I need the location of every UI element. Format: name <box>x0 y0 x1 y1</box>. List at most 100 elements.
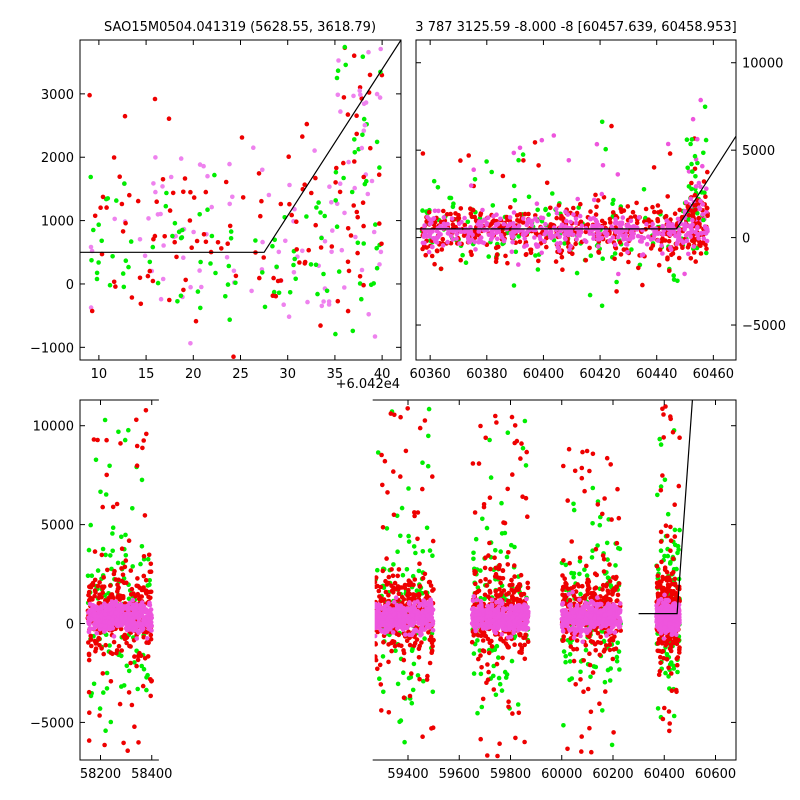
data-point <box>326 302 332 307</box>
data-point <box>621 236 626 242</box>
data-point <box>276 249 282 255</box>
data-point <box>624 242 630 247</box>
data-point <box>116 577 121 583</box>
data-point <box>585 686 591 692</box>
data-point <box>395 573 401 579</box>
data-point <box>571 647 576 652</box>
data-point <box>470 207 476 213</box>
data-point <box>426 209 432 215</box>
data-point <box>703 242 708 248</box>
data-point <box>377 221 382 226</box>
data-point <box>478 736 484 742</box>
data-point <box>136 630 141 636</box>
data-point <box>401 695 407 700</box>
data-point <box>189 245 194 250</box>
data-point <box>673 591 678 597</box>
data-point <box>345 308 351 314</box>
data-point <box>505 635 511 640</box>
data-point <box>145 583 151 588</box>
data-point <box>126 427 131 433</box>
data-point <box>517 633 523 638</box>
data-point <box>614 584 619 589</box>
data-point <box>487 640 493 646</box>
data-point <box>561 637 566 643</box>
data-point <box>473 581 478 587</box>
data-point <box>557 248 562 253</box>
data-point <box>677 645 682 650</box>
data-point <box>505 486 511 492</box>
axes-frame <box>415 39 737 361</box>
data-point <box>106 615 112 620</box>
data-point <box>480 207 485 213</box>
data-point <box>615 234 621 240</box>
data-point <box>614 289 619 294</box>
data-point <box>406 539 412 544</box>
data-point <box>435 185 441 190</box>
data-point <box>611 647 617 652</box>
data-point <box>597 701 602 706</box>
data-point <box>478 578 483 584</box>
y-tick-label: 0 <box>66 278 74 293</box>
data-point <box>374 91 380 97</box>
data-point <box>108 594 113 600</box>
data-point <box>457 241 462 246</box>
data-point <box>521 591 527 597</box>
data-point <box>657 668 663 674</box>
data-point <box>134 463 140 469</box>
data-point <box>420 240 426 246</box>
data-point <box>359 145 365 151</box>
data-point <box>128 660 133 666</box>
data-point <box>91 227 96 233</box>
data-point <box>696 215 702 221</box>
data-point <box>336 58 341 63</box>
data-point <box>501 606 506 611</box>
data-point <box>354 113 359 118</box>
data-point <box>99 251 105 257</box>
data-point <box>420 151 426 156</box>
data-point <box>660 473 665 478</box>
data-point <box>703 194 708 199</box>
data-point <box>346 159 351 165</box>
data-point <box>639 234 644 240</box>
data-point <box>181 255 186 260</box>
data-point <box>148 561 154 567</box>
data-point <box>491 687 497 692</box>
data-point <box>132 621 137 627</box>
data-point <box>588 253 594 258</box>
data-point <box>501 639 506 644</box>
data-point <box>127 624 132 630</box>
data-point <box>408 607 413 612</box>
data-point <box>498 233 504 238</box>
data-point <box>103 492 109 497</box>
data-point <box>704 205 710 211</box>
data-point <box>260 167 265 173</box>
data-point <box>321 299 326 304</box>
data-point <box>378 249 384 255</box>
data-point <box>704 250 709 256</box>
data-point <box>181 189 186 195</box>
data-point <box>661 228 666 233</box>
data-point <box>115 560 121 566</box>
data-point <box>573 589 579 594</box>
data-point <box>609 123 614 129</box>
data-point <box>89 607 95 612</box>
data-point <box>516 710 522 716</box>
data-point <box>575 582 580 587</box>
data-point <box>178 235 184 241</box>
data-point <box>609 742 615 748</box>
data-point <box>422 571 428 577</box>
data-point <box>426 406 432 412</box>
data-point <box>99 552 105 558</box>
data-point <box>113 284 118 289</box>
data-point <box>581 689 586 694</box>
data-point <box>668 548 673 553</box>
data-point <box>381 640 386 645</box>
data-point <box>510 239 515 245</box>
data-point <box>92 610 97 616</box>
data-point <box>578 677 583 682</box>
data-point <box>613 229 619 235</box>
data-point <box>119 534 124 540</box>
data-point <box>129 586 135 592</box>
data-point <box>546 212 551 217</box>
data-point <box>663 523 669 528</box>
